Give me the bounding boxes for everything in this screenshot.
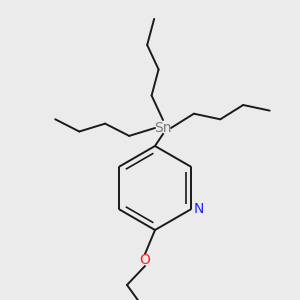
Text: Sn: Sn: [154, 121, 172, 135]
Text: N: N: [193, 202, 204, 216]
Text: O: O: [140, 253, 150, 267]
